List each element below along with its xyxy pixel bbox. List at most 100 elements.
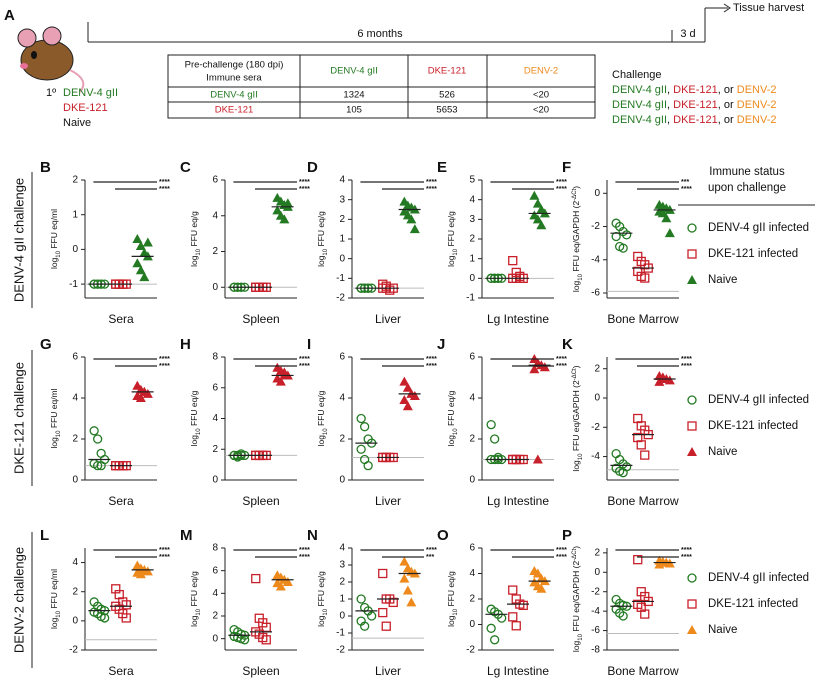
y-tick-label: -2 xyxy=(336,645,345,656)
group-name: DENV-4 gII xyxy=(63,87,118,99)
y-axis-label-part: FFU eq/ml xyxy=(49,569,59,611)
challenge-option: DKE-121 xyxy=(673,84,718,96)
point xyxy=(378,607,388,618)
significance-label: **** xyxy=(681,356,692,363)
significance-label: **** xyxy=(681,547,692,554)
point xyxy=(633,555,643,565)
point xyxy=(406,597,417,607)
significance-label: **** xyxy=(159,547,170,554)
point xyxy=(142,237,153,247)
point xyxy=(409,390,420,400)
y-tick-label: -8 xyxy=(591,645,600,656)
point xyxy=(486,419,496,430)
challenge-option: DENV-2 xyxy=(737,99,777,111)
point xyxy=(640,450,650,460)
y-axis-label-part: 10 xyxy=(578,633,584,640)
y-axis-label: log10 FFU eq/GAPDH (2-ΔCt) xyxy=(571,546,583,652)
point xyxy=(511,621,521,631)
y-axis-label: log10 FFU eq/ml xyxy=(49,388,61,448)
y-tick-label: 0 xyxy=(72,475,78,486)
point xyxy=(399,395,410,405)
challenge-options: DENV-4 gII, DKE-121, or DENV-2 xyxy=(612,84,777,96)
y-tick-label: -6 xyxy=(591,288,600,299)
y-tick-label: -1 xyxy=(336,628,345,639)
point xyxy=(139,272,150,282)
y-tick-label: -6 xyxy=(591,625,600,636)
category-label: Bone Marrow xyxy=(607,312,679,326)
significance-label: **** xyxy=(299,547,310,554)
y-axis-label: log10 FFU eq/g xyxy=(189,571,201,627)
category-label: Liver xyxy=(375,494,401,508)
table-cell: 526 xyxy=(439,90,455,101)
y-tick-label: 0 xyxy=(212,282,218,293)
table-header: DENV-4 gII xyxy=(330,66,378,77)
challenge-option: DENV-4 gII xyxy=(612,114,667,126)
point xyxy=(539,362,550,372)
y-axis-label: log10 FFU eq/g xyxy=(446,571,458,627)
y-tick-label: 4 xyxy=(469,393,475,404)
point xyxy=(536,583,547,593)
y-tick-label: 0 xyxy=(469,619,475,630)
y-axis-label-part: log xyxy=(49,257,59,269)
y-tick-label: -2 xyxy=(466,645,475,656)
category-label: Liver xyxy=(375,312,401,326)
point xyxy=(409,224,420,234)
significance-label: **** xyxy=(299,363,310,370)
challenge-option: DENV-2 xyxy=(737,84,777,96)
point xyxy=(381,621,391,631)
point xyxy=(529,190,540,200)
point xyxy=(536,220,547,230)
significance-label: **** xyxy=(159,356,170,363)
table-cell: DENV-4 gII xyxy=(210,90,258,101)
y-tick-label: 4 xyxy=(339,175,345,186)
point xyxy=(272,205,283,215)
point xyxy=(282,577,293,586)
y-axis-label: log10 FFU eq/ml xyxy=(49,569,61,629)
y-axis-label-part: FFU eq/g xyxy=(189,390,199,428)
point xyxy=(687,395,697,405)
table-header: Pre-challenge (180 dpi) xyxy=(185,60,284,71)
panel-label: G xyxy=(40,336,52,353)
y-axis-label-part: -ΔCt xyxy=(572,368,578,380)
y-axis-label-part: 10 xyxy=(323,428,329,435)
y-axis-label-part: FFU eq/g xyxy=(316,211,326,249)
point xyxy=(356,594,366,604)
y-tick-label: -2 xyxy=(69,645,78,656)
significance-label: **** xyxy=(556,547,567,554)
significance-label: **** xyxy=(426,179,437,186)
y-tick-label: 4 xyxy=(212,413,218,424)
panel-label: N xyxy=(307,527,318,544)
y-axis-label-part: FFU eq/ml xyxy=(49,388,59,430)
point xyxy=(282,198,293,208)
category-label: Spleen xyxy=(242,494,279,508)
challenge-option: DENV-4 gII xyxy=(612,84,667,96)
y-tick-label: 0 xyxy=(72,244,78,255)
y-axis-label: log10 FFU eq/g xyxy=(446,211,458,267)
y-tick-label: 4 xyxy=(72,557,78,568)
y-axis-label: log10 FFU eq/GAPDH (2-ΔCt) xyxy=(571,365,583,471)
legend-label: DENV-4 gII infected xyxy=(708,572,809,584)
y-axis-label-part: 10 xyxy=(323,248,329,255)
point xyxy=(654,559,665,569)
y-tick-label: 6 xyxy=(212,565,218,576)
y-tick-label: 2 xyxy=(594,363,600,374)
y-tick-label: -2 xyxy=(591,586,600,597)
y-tick-label: -1 xyxy=(336,273,345,284)
row-label: DENV-4 gII challenge xyxy=(11,178,26,302)
significance-label: **** xyxy=(556,179,567,186)
legend-label: DKE-121 infected xyxy=(708,598,798,610)
point xyxy=(399,376,410,386)
y-tick-label: 6 xyxy=(469,543,475,554)
significance-label: **** xyxy=(159,554,170,561)
legend-label: DENV-4 gII infected xyxy=(708,394,809,406)
point xyxy=(93,434,103,444)
timeline-end: Tissue harvest xyxy=(733,2,804,14)
y-tick-label: 2 xyxy=(469,594,475,605)
y-tick-label: 4 xyxy=(339,393,345,404)
y-tick-label: 0 xyxy=(212,475,218,486)
group-name: DKE-121 xyxy=(63,102,108,114)
y-axis-label-part: 10 xyxy=(453,248,459,255)
y-tick-label: -2 xyxy=(591,422,600,433)
point xyxy=(93,460,103,471)
point xyxy=(687,447,697,456)
